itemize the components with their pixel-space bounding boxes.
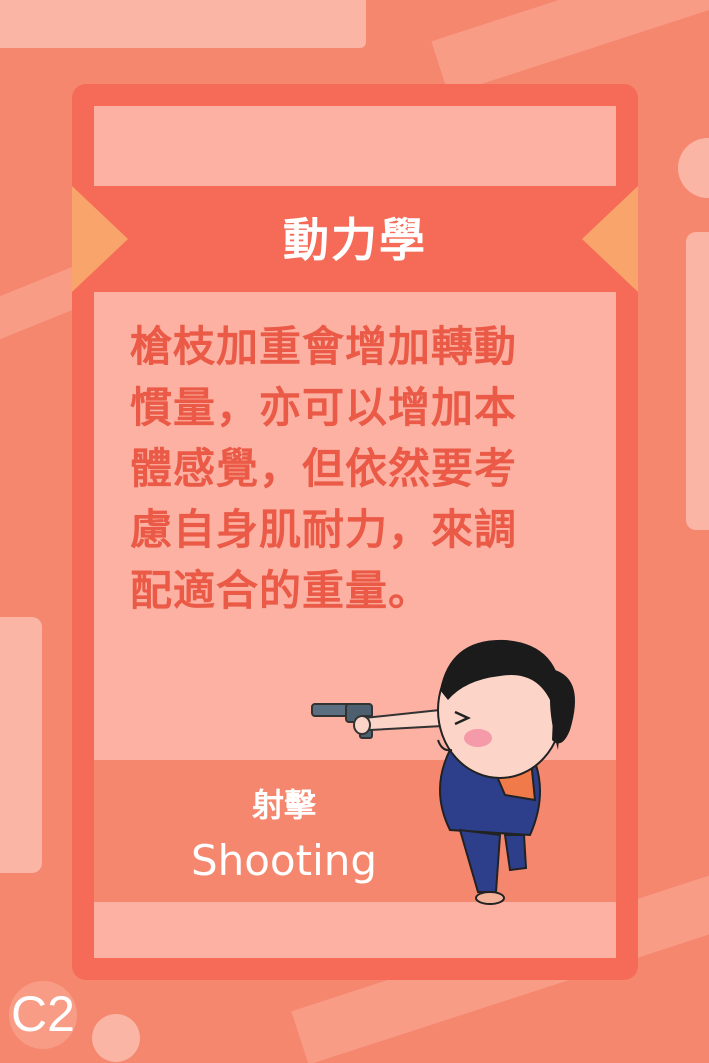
bg-top-bar	[0, 0, 366, 48]
ribbon-right-notch	[582, 186, 638, 292]
sport-label-english: Shooting	[190, 836, 378, 885]
card-description: 槍枝加重會增加轉動 慣量，亦可以增加本 體感覺，但依然要考 慮自身肌耐力，來調 …	[130, 322, 518, 615]
cartoon-shooter-icon	[311, 639, 575, 905]
bg-circle	[678, 138, 709, 198]
bg-right-pill	[686, 232, 709, 530]
ribbon-left-notch	[72, 186, 128, 292]
bg-stripe	[431, 0, 709, 95]
title-ribbon	[94, 186, 616, 292]
bg-small-circle	[92, 1014, 140, 1062]
card-code-label: C2	[11, 986, 75, 1042]
card-code-badge	[9, 981, 77, 1049]
bg-left-pill	[0, 617, 42, 873]
sport-label-chinese: 射擊	[251, 786, 316, 824]
card-title: 動力學	[283, 213, 427, 267]
